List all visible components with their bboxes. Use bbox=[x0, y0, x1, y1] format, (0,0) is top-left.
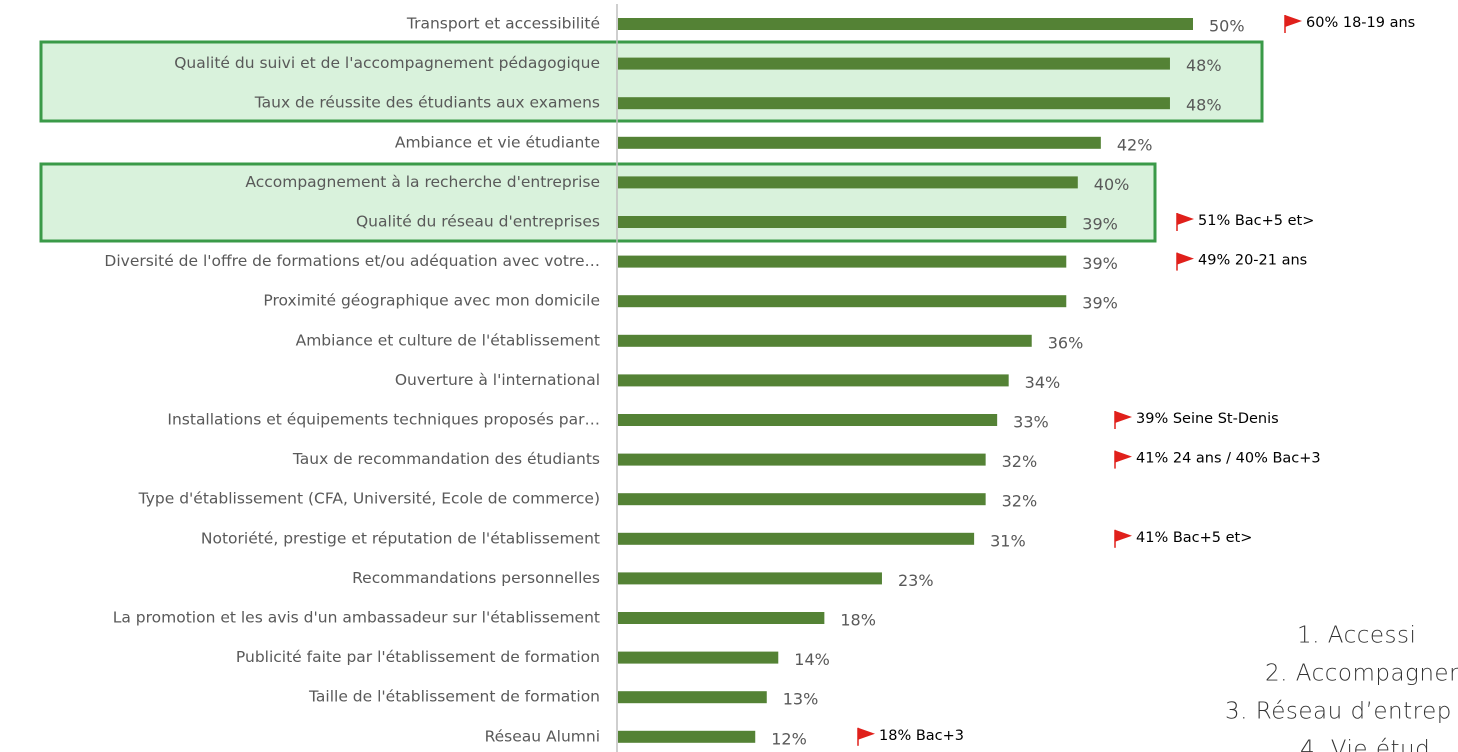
category-label: Taille de l'établissement de formation bbox=[308, 688, 600, 706]
value-label: 39% bbox=[1082, 215, 1118, 234]
bar bbox=[618, 374, 1009, 387]
flag bbox=[1285, 15, 1302, 27]
value-label: 39% bbox=[1082, 294, 1118, 313]
bar bbox=[618, 651, 779, 664]
bar bbox=[618, 295, 1067, 308]
annotation: 39% Seine St-Denis bbox=[1136, 411, 1279, 427]
category-label: Qualité du réseau d'entreprises bbox=[356, 213, 600, 231]
flag bbox=[1115, 411, 1132, 423]
bar bbox=[618, 216, 1067, 228]
category-label: Notoriété, prestige et réputation de l'é… bbox=[201, 529, 600, 547]
value-label: 13% bbox=[783, 690, 819, 709]
category-label: Qualité du suivi et de l'accompagnement … bbox=[174, 54, 600, 72]
bar bbox=[618, 97, 1170, 110]
category-label: Taux de recommandation des étudiants bbox=[292, 450, 600, 468]
category-label: Recommandations personnelles bbox=[352, 569, 600, 587]
category-label: Publicité faite par l'établissement de f… bbox=[236, 648, 600, 666]
bar bbox=[618, 730, 756, 743]
annotation: 41% Bac+5 et> bbox=[1136, 530, 1252, 546]
category-label: Taux de réussite des étudiants aux exame… bbox=[254, 94, 600, 112]
bar bbox=[618, 612, 825, 624]
value-label: 31% bbox=[990, 531, 1026, 550]
category-label: La promotion et les avis d'un ambassadeu… bbox=[113, 609, 600, 627]
bar bbox=[618, 493, 986, 506]
bar bbox=[618, 18, 1193, 30]
flag bbox=[1115, 529, 1132, 542]
flag bbox=[1115, 450, 1132, 463]
category-label: Diversité de l'offre de formations et/ou… bbox=[104, 252, 600, 270]
bar bbox=[618, 255, 1067, 268]
value-label: 32% bbox=[1002, 452, 1038, 471]
bar bbox=[618, 532, 975, 545]
category-label: Ambiance et vie étudiante bbox=[395, 133, 600, 151]
flag bbox=[1177, 252, 1194, 265]
value-label: 48% bbox=[1186, 56, 1222, 75]
value-label: 42% bbox=[1117, 135, 1153, 154]
bar bbox=[618, 414, 998, 426]
annotation: 41% 24 ans / 40% Bac+3 bbox=[1136, 451, 1321, 467]
bar bbox=[618, 57, 1170, 70]
value-label: 40% bbox=[1094, 175, 1130, 194]
value-label: 32% bbox=[1002, 492, 1038, 511]
value-label: 33% bbox=[1013, 413, 1049, 432]
bar bbox=[618, 691, 767, 704]
bar bbox=[618, 572, 882, 585]
annotation: 49% 20-21 ans bbox=[1198, 253, 1307, 269]
annotation: 18% Bac+3 bbox=[879, 728, 964, 744]
category-label: Réseau Alumni bbox=[485, 727, 600, 745]
list-item: 4. Vie étud bbox=[1300, 737, 1430, 752]
list-item: 3. Réseau d’entrep bbox=[1225, 699, 1452, 725]
bar bbox=[618, 176, 1078, 189]
value-label: 14% bbox=[794, 650, 830, 669]
value-label: 34% bbox=[1025, 373, 1061, 392]
category-label: Installations et équipements techniques … bbox=[167, 411, 600, 429]
bar bbox=[618, 334, 1032, 347]
category-label: Transport et accessibilité bbox=[406, 15, 600, 33]
list-item: 1. Accessi bbox=[1297, 623, 1416, 649]
category-label: Proximité géographique avec mon domicile bbox=[263, 292, 600, 310]
bar bbox=[618, 453, 986, 466]
value-label: 18% bbox=[840, 611, 876, 630]
value-label: 50% bbox=[1209, 17, 1245, 36]
bar bbox=[618, 136, 1101, 149]
value-label: 48% bbox=[1186, 96, 1222, 115]
value-label: 12% bbox=[771, 729, 807, 748]
value-label: 36% bbox=[1048, 333, 1084, 352]
value-label: 39% bbox=[1082, 254, 1118, 273]
category-label: Type d'établissement (CFA, Université, E… bbox=[138, 490, 600, 508]
list-item: 2. Accompagner bbox=[1265, 661, 1458, 687]
category-label: Accompagnement à la recherche d'entrepri… bbox=[245, 173, 600, 191]
flag bbox=[1177, 213, 1194, 225]
annotation: 51% Bac+5 et> bbox=[1198, 213, 1314, 229]
category-label: Ambiance et culture de l'établissement bbox=[296, 331, 600, 349]
flag bbox=[858, 727, 875, 740]
value-label: 23% bbox=[898, 571, 934, 590]
category-label: Ouverture à l'international bbox=[395, 371, 600, 389]
annotation: 60% 18-19 ans bbox=[1306, 15, 1415, 31]
